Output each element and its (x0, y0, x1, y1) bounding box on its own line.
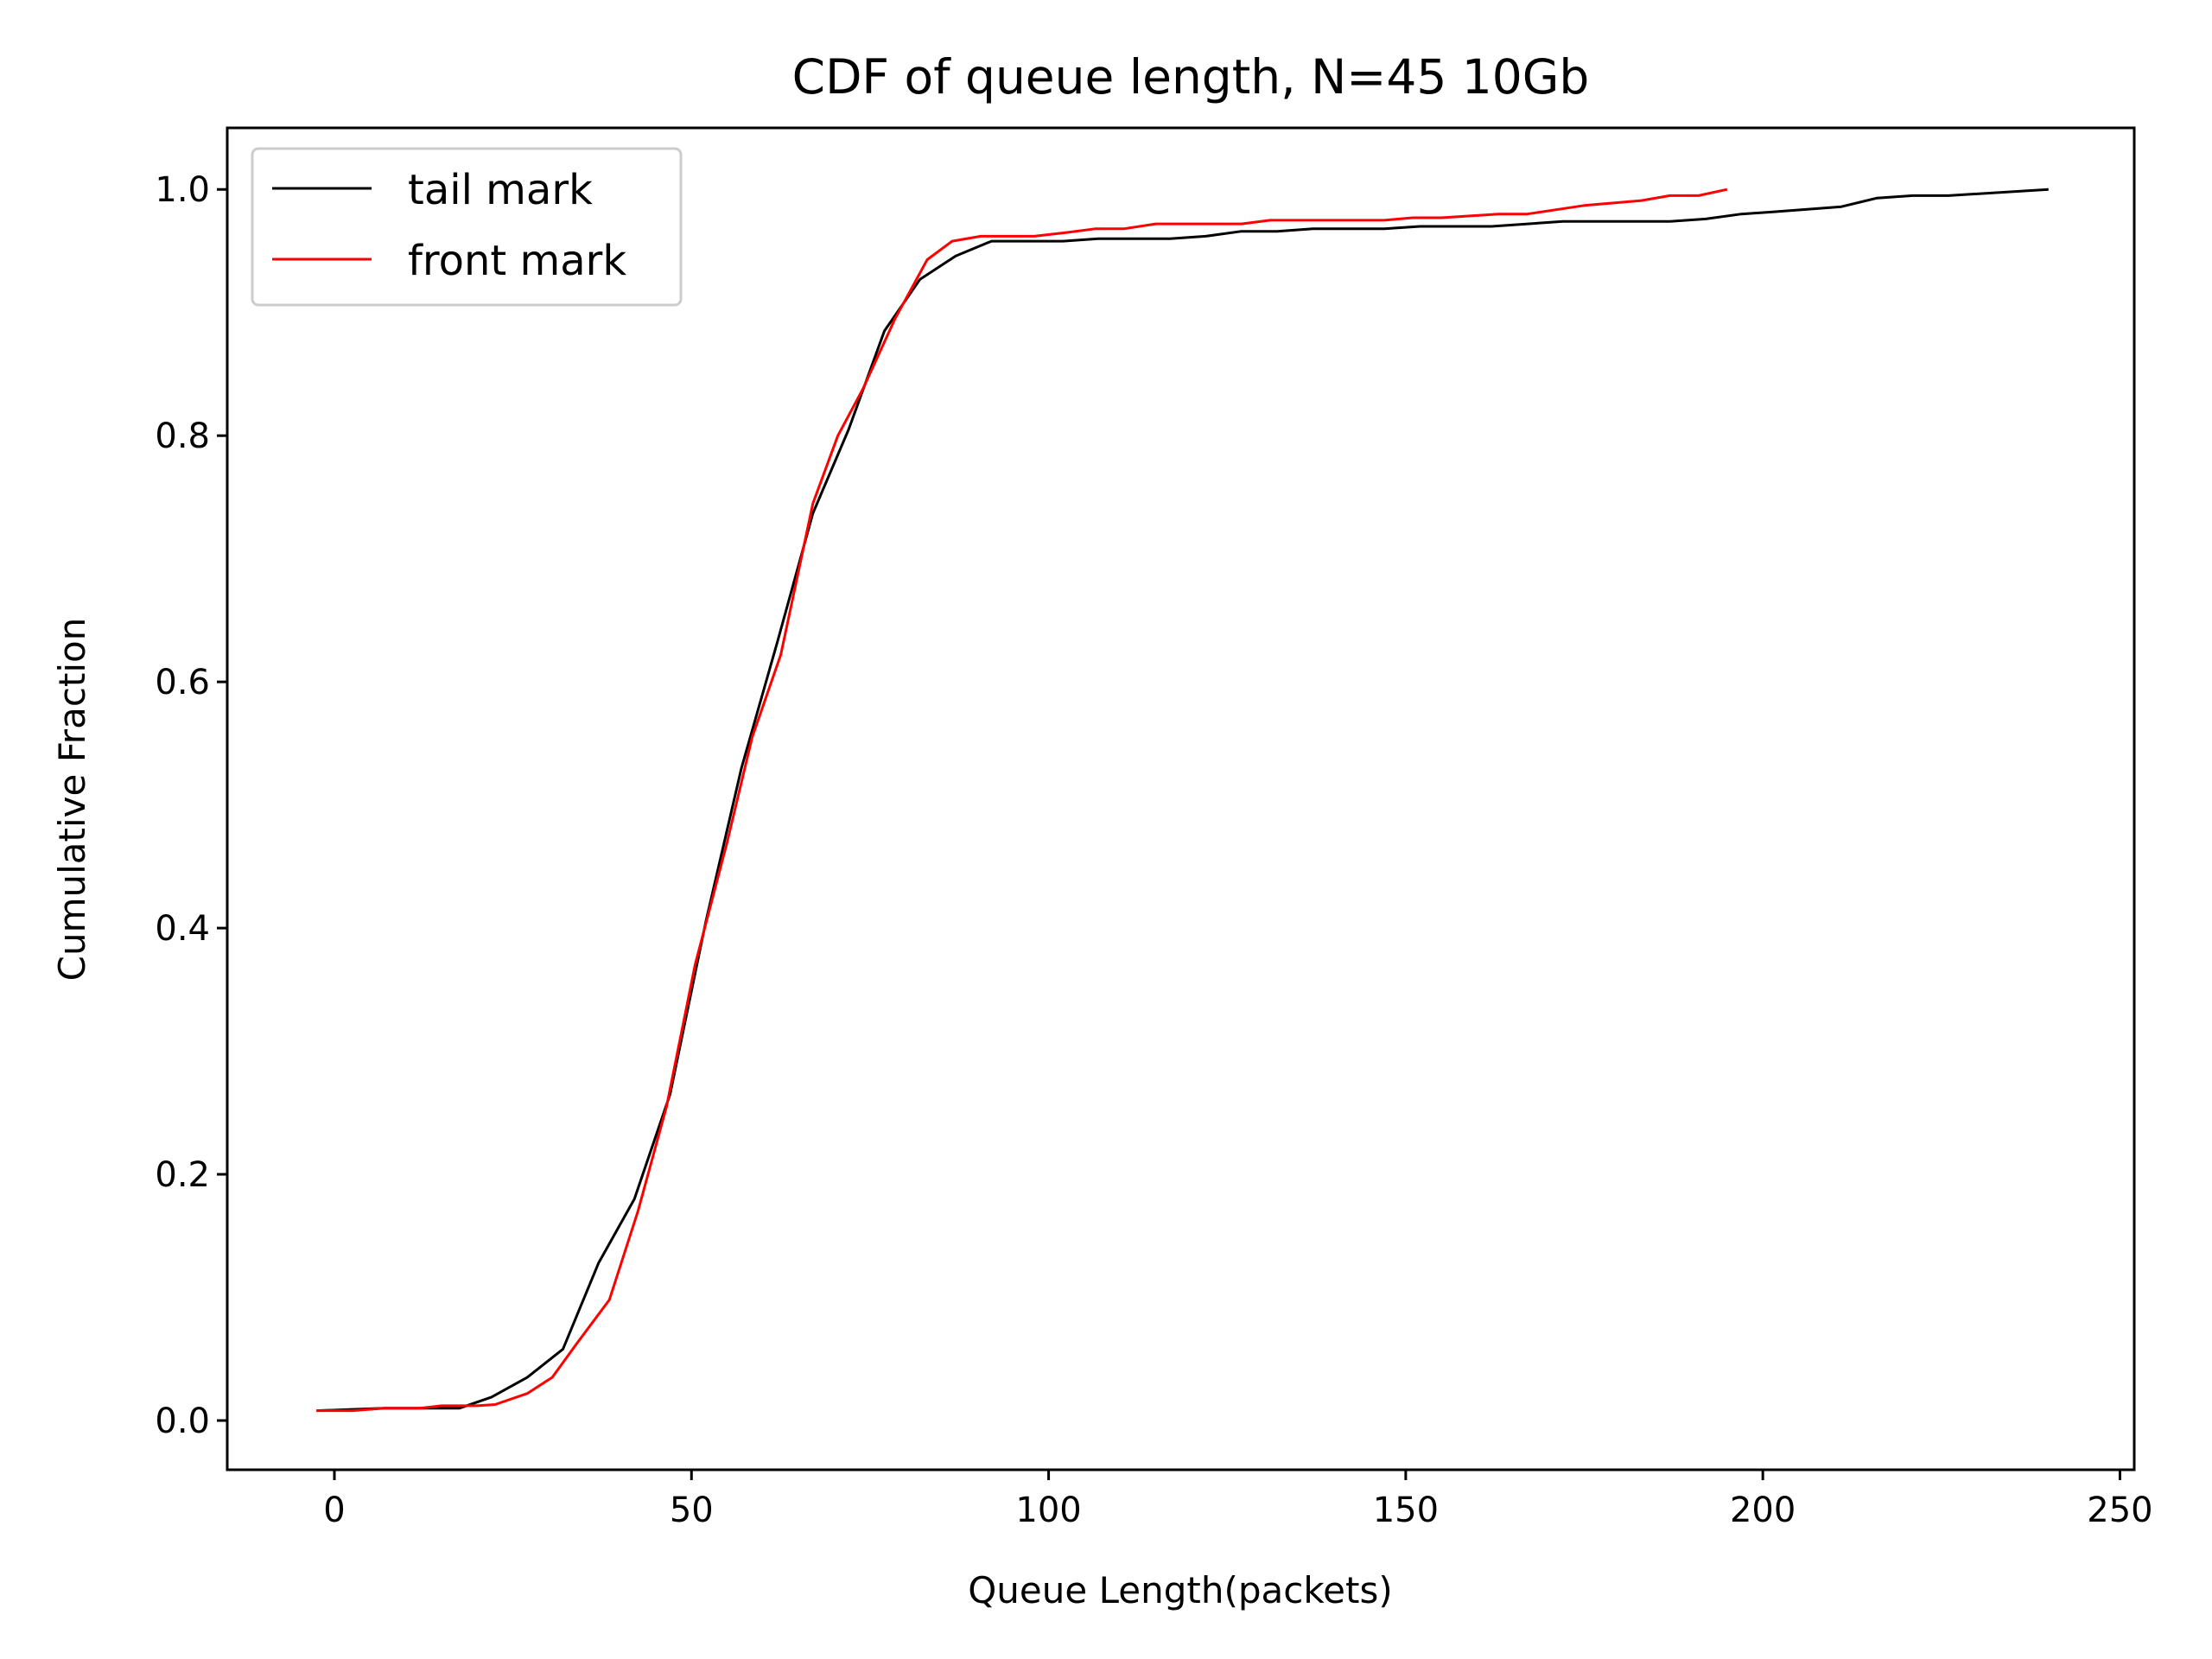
legend: tail mark front mark (251, 147, 683, 307)
x-tick-label: 0 (323, 1491, 345, 1530)
y-tick-label: 1.0 (155, 170, 210, 210)
series-line-tail-mark (316, 188, 2049, 1413)
x-tick-label: 50 (670, 1491, 714, 1530)
x-axis-title: Queue Length(packets) (968, 1569, 1392, 1611)
y-tick-label: 0.6 (155, 663, 210, 702)
y-axis-ticks: 0.0 0.2 0.4 0.6 0.8 1.0 (155, 170, 227, 1441)
y-axis-title: Cumulative Fraction (51, 618, 93, 982)
plot-content (316, 188, 2049, 1413)
legend-label-tail-mark: tail mark (408, 166, 593, 214)
x-tick-label: 150 (1373, 1491, 1439, 1530)
x-tick-label: 250 (2087, 1491, 2152, 1530)
series-line-front-mark (316, 188, 1728, 1413)
y-tick-label: 0.4 (155, 909, 210, 949)
plot-frame (226, 126, 2136, 1471)
x-tick-label: 100 (1015, 1491, 1081, 1530)
y-tick-label: 0.8 (155, 416, 210, 456)
y-tick-label: 0.2 (155, 1155, 210, 1195)
x-tick-label: 200 (1730, 1491, 1796, 1530)
y-tick-label: 0.0 (155, 1402, 210, 1441)
chart-title: CDF of queue length, N=45 10Gb (792, 49, 1590, 105)
legend-label-front-mark: front mark (408, 237, 626, 285)
x-axis-ticks: 0 50 100 150 200 250 (323, 1470, 2153, 1530)
